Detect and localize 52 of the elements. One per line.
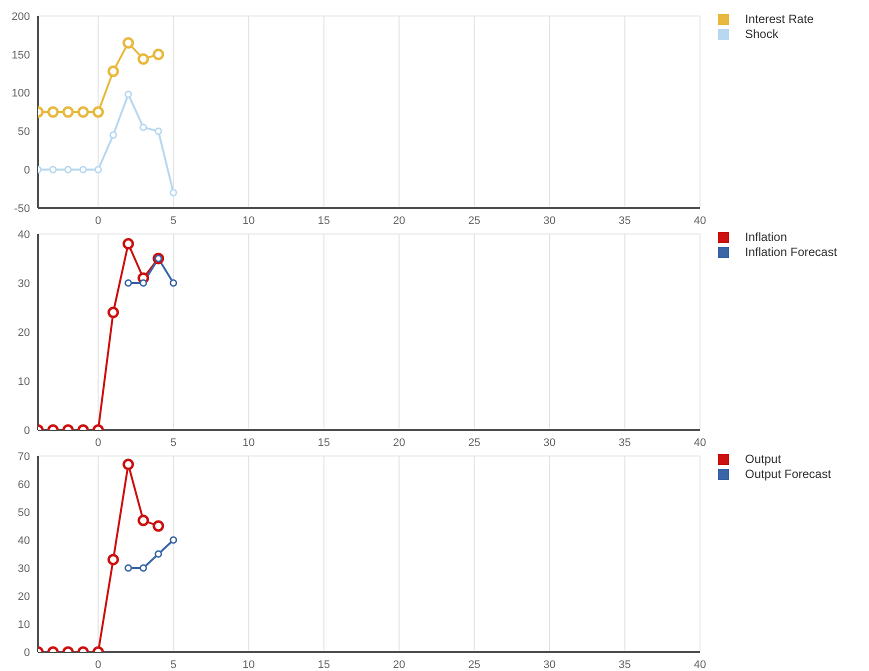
- legend-label: Inflation: [745, 230, 788, 244]
- y-tick-label: 60: [18, 478, 30, 491]
- x-tick-label: 40: [694, 658, 706, 671]
- y-tick-label: 10: [18, 376, 30, 388]
- y-tick-label: 40: [18, 534, 30, 547]
- y-tick-label: 0: [24, 424, 30, 437]
- y-tick-label: 200: [12, 10, 30, 23]
- x-tick-label: 5: [170, 214, 176, 227]
- x-tick-label: 15: [318, 214, 330, 227]
- x-tick-label: 10: [242, 214, 255, 227]
- y-tick-label: 50: [18, 126, 30, 138]
- y-tick-label: 30: [18, 278, 30, 290]
- y-tick-label: -50: [14, 202, 30, 215]
- y-tick-label: 0: [24, 164, 30, 177]
- x-tick-label: 20: [392, 436, 406, 449]
- x-tick-label: 35: [618, 214, 631, 227]
- x-tick-label: 0: [95, 658, 102, 671]
- x-tick-label: 30: [543, 658, 556, 671]
- y-tick-label: 20: [18, 590, 30, 603]
- x-tick-label: 30: [543, 436, 556, 449]
- y-tick-label: 70: [18, 450, 30, 463]
- legend-label: Output Forecast: [745, 467, 832, 481]
- x-tick-label: 35: [618, 436, 631, 449]
- y-tick-label: 100: [12, 88, 30, 100]
- x-tick-label: 35: [618, 658, 631, 671]
- x-tick-label: 40: [694, 214, 706, 227]
- x-tick-label: 20: [392, 214, 406, 227]
- x-tick-label: 0: [95, 214, 102, 227]
- x-tick-label: 0: [95, 436, 102, 449]
- x-tick-label: 20: [392, 658, 406, 671]
- x-tick-label: 5: [170, 658, 176, 671]
- y-tick-label: 150: [12, 49, 30, 62]
- x-tick-label: 15: [318, 658, 330, 671]
- legend-label: Output: [745, 452, 782, 466]
- y-tick-label: 50: [18, 506, 30, 519]
- y-tick-label: 20: [18, 326, 30, 339]
- x-tick-label: 25: [468, 436, 480, 449]
- y-tick-label: 10: [18, 618, 30, 631]
- legend-label: Shock: [745, 27, 778, 41]
- y-tick-label: 0: [24, 646, 30, 659]
- legend-label: Inflation Forecast: [745, 245, 838, 259]
- x-tick-label: 5: [170, 436, 176, 449]
- legend-label: Interest Rate: [745, 12, 814, 26]
- x-tick-label: 40: [694, 436, 706, 449]
- x-tick-label: 25: [468, 214, 480, 227]
- x-tick-label: 30: [543, 214, 556, 227]
- y-tick-label: 40: [18, 228, 30, 241]
- x-tick-label: 15: [318, 436, 330, 449]
- x-tick-label: 25: [468, 658, 480, 671]
- x-tick-label: 10: [242, 436, 255, 449]
- y-tick-label: 30: [18, 562, 30, 575]
- x-tick-label: 10: [242, 658, 255, 671]
